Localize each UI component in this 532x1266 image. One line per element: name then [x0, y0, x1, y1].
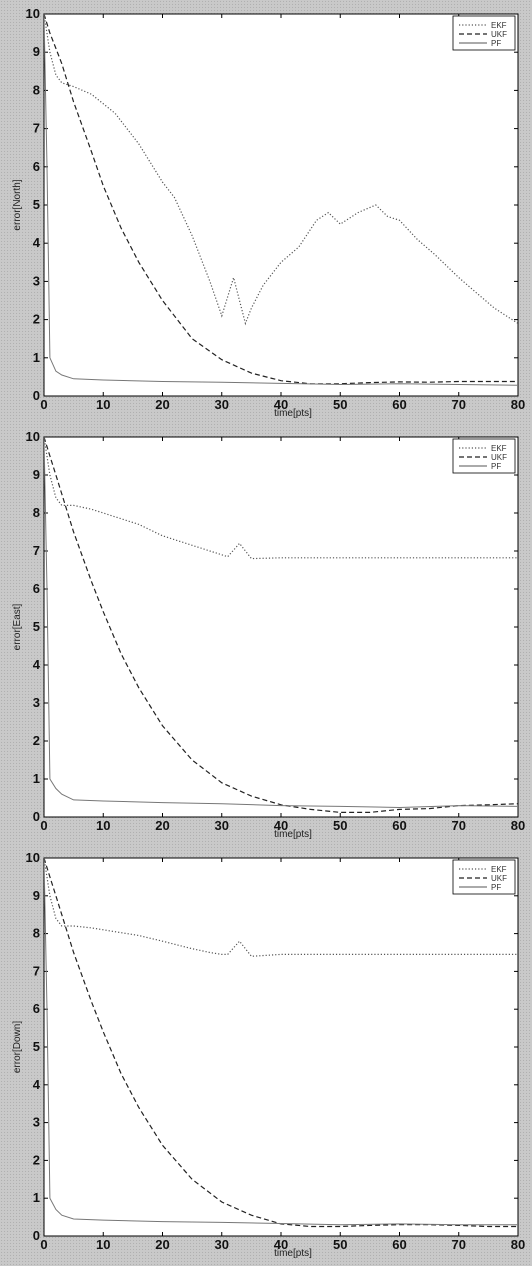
legend-box: [452, 438, 516, 474]
x-tick-label: 50: [333, 1237, 347, 1252]
y-tick-label: 0: [33, 809, 40, 824]
y-tick-label: 1: [33, 771, 40, 786]
series-line-ukf: [44, 14, 518, 385]
y-tick-label: 3: [33, 1115, 40, 1130]
legend-label-pf: PF: [491, 39, 501, 48]
y-tick-label: 4: [33, 235, 41, 250]
x-tick-label: 0: [40, 818, 47, 833]
y-tick-label: 7: [33, 121, 40, 136]
chart-panel-1: 0 10 20 30 40 50 60 70 80 0 1 2 3 4 5 6 7 8 9 10 time[pts] er…: [12, 6, 525, 419]
series-line-ukf: [44, 437, 518, 814]
y-tick-label: 3: [33, 273, 40, 288]
y-tick-label: 7: [33, 543, 40, 558]
y-tick-label: 6: [33, 581, 40, 596]
x-tick-label: 30: [215, 397, 229, 412]
y-axis-label: error[Down]: [12, 1021, 23, 1073]
y-tick-label: 8: [33, 82, 40, 97]
series-group: [44, 14, 518, 386]
x-tick-label: 40: [274, 818, 288, 833]
y-tick-label: 8: [33, 505, 40, 520]
x-tick-label: 10: [96, 818, 110, 833]
y-tick-label: 1: [33, 1190, 40, 1205]
x-tick-label: 30: [215, 1237, 229, 1252]
plot-area: [43, 436, 519, 818]
y-tick-label: 0: [33, 1228, 40, 1243]
legend-label-ekf: EKF: [491, 444, 507, 453]
y-tick-label: 10: [26, 6, 40, 21]
x-tick-label: 40: [274, 397, 288, 412]
x-tick-label: 0: [40, 397, 47, 412]
x-tick-label: 60: [392, 397, 406, 412]
y-axis-label: error[East]: [12, 603, 23, 650]
y-tick-label: 4: [33, 657, 41, 672]
chart-panel-2: 0 10 20 30 40 50 60 70 80 0 1 2 3 4 5 6 7 8 9 10 time[pts] er…: [12, 429, 525, 840]
x-axis-label: time[pts]: [274, 408, 312, 419]
legend-box: [452, 859, 516, 895]
x-tick-label: 20: [155, 818, 169, 833]
y-tick-label: 3: [33, 695, 40, 710]
legend-label-ekf: EKF: [491, 21, 507, 30]
x-tick-label: 70: [452, 397, 466, 412]
x-tick-label: 40: [274, 1237, 288, 1252]
legend-label-ukf: UKF: [491, 874, 507, 883]
x-tick-label: 80: [511, 818, 525, 833]
series-line-pf: [44, 437, 518, 809]
x-tick-label: 60: [392, 818, 406, 833]
legend-label-ukf: UKF: [491, 453, 507, 462]
x-tick-label: 80: [511, 397, 525, 412]
x-tick-label: 0: [40, 1237, 47, 1252]
x-axis-label: time[pts]: [274, 1248, 312, 1259]
x-tick-label: 60: [392, 1237, 406, 1252]
x-tick-label: 70: [452, 1237, 466, 1252]
y-tick-label: 2: [33, 733, 40, 748]
legend-label-pf: PF: [491, 883, 501, 892]
y-tick-label: 9: [33, 888, 40, 903]
series-group: [44, 437, 518, 814]
y-tick-label: 5: [33, 619, 40, 634]
y-tick-label: 10: [26, 850, 40, 865]
y-tick-label: 2: [33, 1152, 40, 1167]
legend-label-pf: PF: [491, 462, 501, 471]
series-line-ekf: [44, 14, 518, 326]
y-tick-label: 5: [33, 1039, 40, 1054]
x-axis-label: time[pts]: [274, 829, 312, 840]
y-tick-label: 10: [26, 429, 40, 444]
y-tick-label: 5: [33, 197, 40, 212]
chart-panel-3: 0 10 20 30 40 50 60 70 80 0 1 2 3 4 5 6 7 8 9 10 time[pts] er…: [12, 850, 525, 1259]
x-tick-label: 50: [333, 818, 347, 833]
x-tick-label: 70: [452, 818, 466, 833]
plot-area: [43, 857, 519, 1237]
series-line-pf: [44, 14, 518, 386]
y-tick-label: 1: [33, 350, 40, 365]
y-tick-label: 0: [33, 388, 40, 403]
y-tick-label: 6: [33, 1001, 40, 1016]
y-tick-label: 6: [33, 159, 40, 174]
x-tick-label: 80: [511, 1237, 525, 1252]
x-tick-label: 10: [96, 1237, 110, 1252]
x-tick-label: 20: [155, 1237, 169, 1252]
legend-label-ekf: EKF: [491, 865, 507, 874]
plot-area: [43, 13, 519, 397]
series-line-ekf: [44, 858, 518, 957]
series-group: [44, 858, 518, 1228]
y-tick-label: 2: [33, 312, 40, 327]
y-tick-label: 4: [33, 1077, 41, 1092]
series-line-ekf: [44, 437, 518, 560]
x-tick-label: 20: [155, 397, 169, 412]
y-tick-label: 9: [33, 44, 40, 59]
x-tick-label: 10: [96, 397, 110, 412]
y-tick-label: 7: [33, 963, 40, 978]
legend-label-ukf: UKF: [491, 30, 507, 39]
x-tick-label: 30: [215, 818, 229, 833]
y-axis-label: error[North]: [12, 179, 23, 230]
legend-box: [452, 15, 516, 51]
y-tick-label: 8: [33, 926, 40, 941]
x-tick-label: 50: [333, 397, 347, 412]
y-tick-label: 9: [33, 467, 40, 482]
series-line-pf: [44, 858, 518, 1226]
